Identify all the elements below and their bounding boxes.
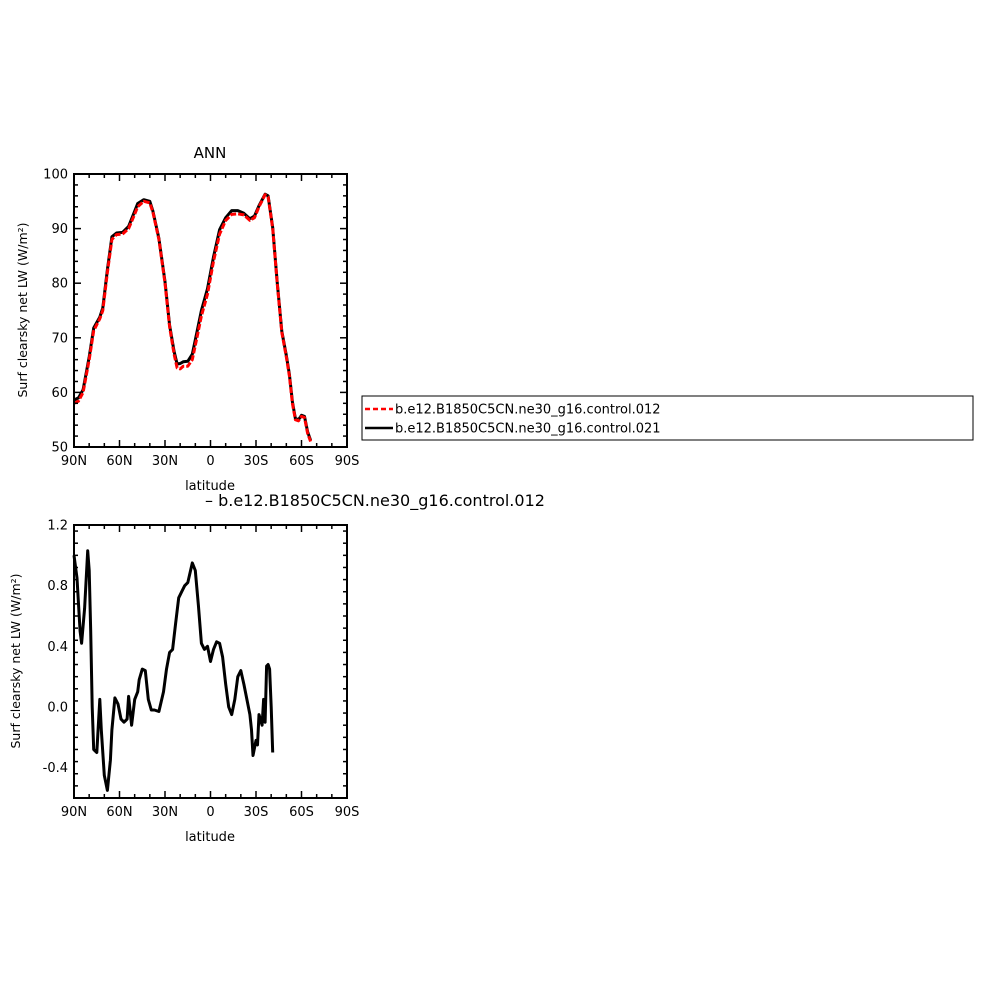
top-y-tick-label: 70 <box>51 331 68 346</box>
top-panel: ANN 90N 60N 30N 0 30S 60S 90S 50 60 70 80 90 100 la… <box>15 144 359 494</box>
top-y-tick-label: 50 <box>51 441 68 456</box>
top-plot-frame <box>73 173 348 448</box>
bottom-panel: – b.e12.B1850C5CN.ne30_g16.control.012 9… <box>8 491 545 845</box>
top-y-tick-label: 90 <box>51 222 68 237</box>
bottom-y-tick-label: 0.8 <box>47 579 68 594</box>
bottom-x-tick-label: 0 <box>206 805 214 820</box>
top-chart-title: ANN <box>194 144 227 162</box>
top-x-ticks: 90N 60N 30N 0 30S 60S 90S <box>61 174 360 469</box>
top-x-tick-label: 60S <box>289 454 314 469</box>
top-x-tick-label: 30N <box>152 454 178 469</box>
top-series-line-2 <box>73 192 313 441</box>
bottom-y-tick-label: -0.4 <box>43 761 68 776</box>
bottom-x-tick-label: 90S <box>335 805 360 820</box>
bottom-x-tick-label: 30N <box>152 805 178 820</box>
top-x-axis-label: latitude <box>185 479 235 494</box>
bottom-y-tick-label: 0.4 <box>47 640 68 655</box>
legend-label-021: b.e12.B1850C5CN.ne30_g16.control.021 <box>395 422 661 437</box>
bottom-y-ticks: -0.4 0.0 0.4 0.8 1.2 <box>43 519 347 799</box>
top-x-tick-label: 30S <box>244 454 269 469</box>
top-y-ticks: 50 60 70 80 90 100 <box>43 168 347 456</box>
legend: b.e12.B1850C5CN.ne30_g16.control.012 b.e… <box>361 395 974 441</box>
bottom-y-tick-label: 1.2 <box>47 519 68 534</box>
top-y-tick-label: 100 <box>43 168 68 183</box>
bottom-x-tick-label: 60S <box>289 805 314 820</box>
legend-box <box>361 395 974 441</box>
top-y-tick-label: 80 <box>51 277 68 292</box>
legend-label-012: b.e12.B1850C5CN.ne30_g16.control.012 <box>395 403 661 418</box>
bottom-x-tick-label: 60N <box>106 805 132 820</box>
top-x-tick-label: 90S <box>335 454 360 469</box>
bottom-x-tick-label: 30S <box>244 805 269 820</box>
top-x-tick-label: 0 <box>206 454 214 469</box>
top-y-axis-label: Surf clearsky net LW (W/m²) <box>15 222 30 397</box>
bottom-plot-lines <box>72 549 275 792</box>
bottom-series-line-1 <box>72 549 275 792</box>
top-series-line-1 <box>73 193 313 443</box>
top-x-tick-label: 60N <box>106 454 132 469</box>
bottom-y-axis-label: Surf clearsky net LW (W/m²) <box>8 573 23 748</box>
bottom-x-axis-label: latitude <box>185 830 235 845</box>
bottom-x-ticks: 90N 60N 30N 0 30S 60S 90S <box>61 525 360 820</box>
top-y-tick-label: 60 <box>51 386 68 401</box>
bottom-x-tick-label: 90N <box>61 805 87 820</box>
top-x-tick-label: 90N <box>61 454 87 469</box>
bottom-y-tick-label: 0.0 <box>47 701 68 716</box>
top-plot-lines <box>73 192 313 443</box>
bottom-chart-title: – b.e12.B1850C5CN.ne30_g16.control.012 <box>205 491 545 511</box>
